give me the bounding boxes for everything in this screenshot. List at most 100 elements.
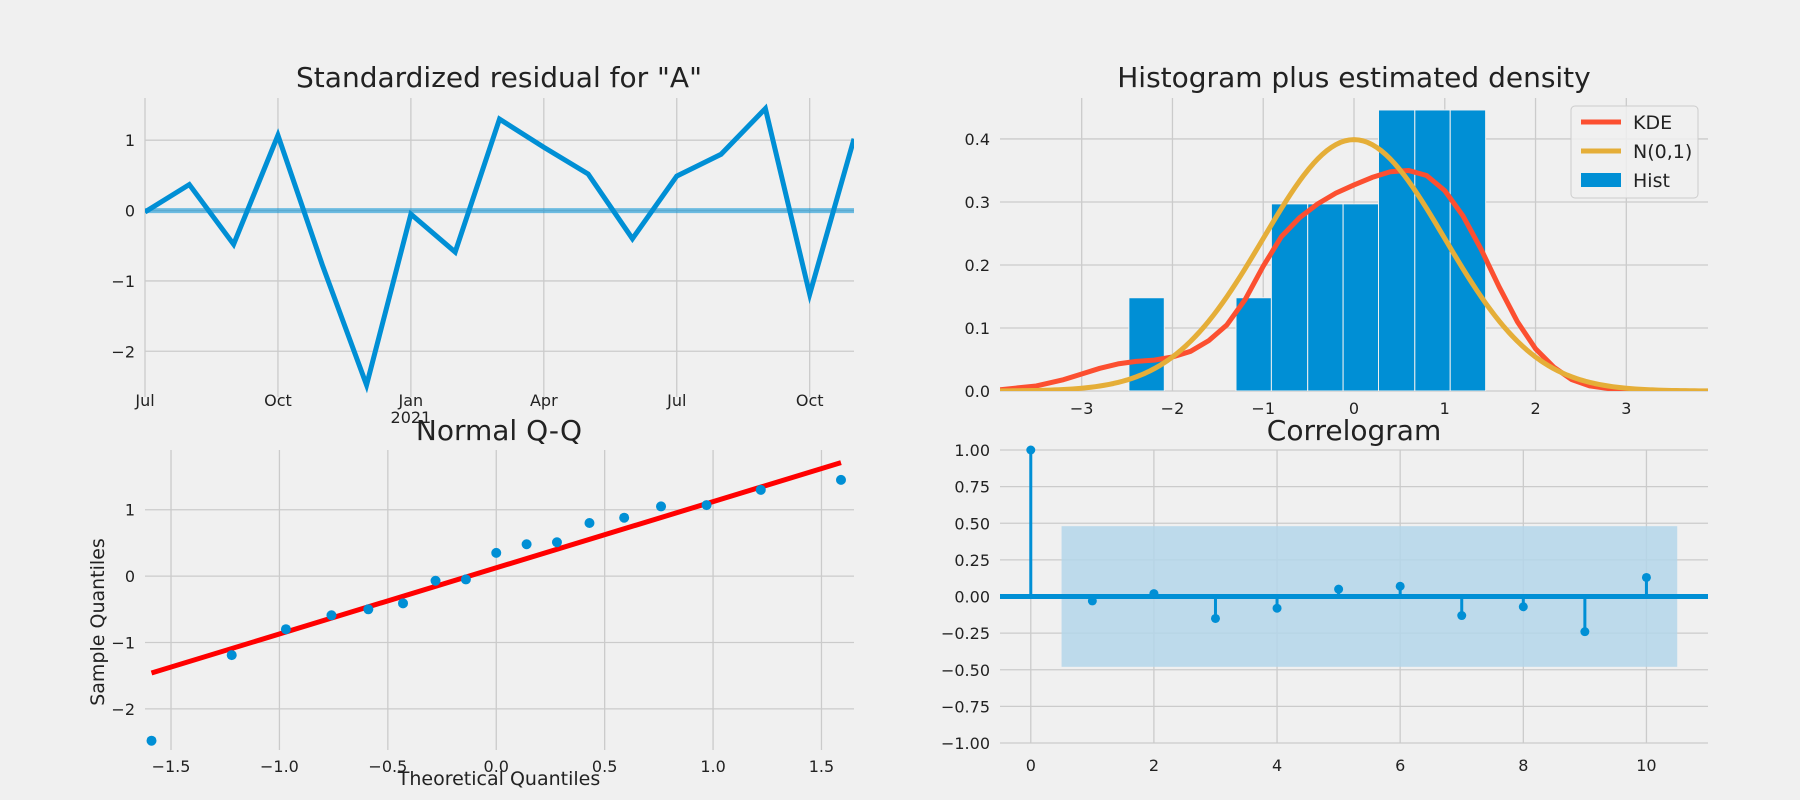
qq-xtick-label: −1.0: [260, 757, 299, 776]
qq-point: [326, 610, 337, 621]
hist-legend: KDE N(0,1) Hist: [1570, 105, 1699, 199]
qq-point: [491, 547, 502, 558]
acf-xtick-label: 6: [1395, 756, 1405, 775]
acf-marker: [1580, 627, 1590, 637]
resid-xtick-label: Jul: [666, 391, 686, 410]
hist-xtick-label: −1: [1251, 399, 1275, 418]
acf-ytick-label: −0.75: [941, 697, 990, 716]
legend-label: N(0,1): [1633, 141, 1692, 163]
resid-xtick-sublabel: 2021: [391, 408, 432, 427]
legend-label: KDE: [1633, 112, 1672, 134]
qq-point: [460, 574, 471, 585]
hist-xtick-label: 3: [1621, 399, 1631, 418]
correlogram-panel: Correlogram 1.00 0.75 0.50 0.25 0.00 −0.25 −0.…: [941, 414, 1708, 775]
hist-ytick-label: 0.1: [965, 319, 990, 338]
hist-ytick-label: 0.0: [965, 382, 990, 401]
acf-marker: [1272, 603, 1282, 613]
qq-point: [551, 537, 562, 548]
acf-marker: [1026, 445, 1036, 455]
hist-xtick-label: 1: [1440, 399, 1450, 418]
acf-marker: [1334, 584, 1344, 594]
qq-point: [226, 650, 237, 661]
acf-ytick-label: 0.25: [954, 551, 990, 570]
resid-plot-area: [145, 103, 854, 394]
qq-point: [701, 500, 712, 511]
qq-panel: Normal Q-Q Theoretical Quantiles Sample …: [87, 414, 854, 790]
acf-marker: [1641, 572, 1651, 582]
resid-xtick-label: Oct: [264, 391, 292, 410]
qq-point: [146, 735, 157, 746]
acf-marker: [1395, 581, 1405, 591]
qq-title: Normal Q-Q: [416, 414, 582, 447]
qq-xtick-label: 0.5: [592, 757, 617, 776]
acf-ytick-label: 0.00: [954, 588, 990, 607]
kde-line: [1000, 167, 1708, 391]
qq-ytick-label: −2: [111, 700, 135, 719]
resid-xtick-label: Apr: [530, 391, 558, 410]
resid-ytick-label: 1: [125, 131, 135, 150]
hist-ytick-label: 0.4: [965, 130, 990, 149]
hist-ytick-label: 0.3: [965, 193, 990, 212]
acf-xtick-label: 8: [1518, 756, 1528, 775]
qq-point: [584, 518, 595, 529]
acf-ytick-label: −0.50: [941, 661, 990, 680]
qq-ytick-label: 0: [125, 567, 135, 586]
histogram-panel: Histogram plus estimated density 0.0 0.1 0…: [965, 61, 1708, 418]
acf-marker: [1210, 613, 1220, 623]
qq-xlabel: Theoretical Quantiles: [397, 768, 600, 790]
acf-xtick-label: 10: [1636, 756, 1656, 775]
acf-ytick-label: 1.00: [954, 441, 990, 460]
hist-plot-area: [1000, 109, 1708, 391]
correlogram-title: Correlogram: [1267, 414, 1441, 447]
residual-panel: Standardized residual for "A" 1 0 −1 −2 Jul O…: [111, 61, 854, 427]
resid-xtick-label: Jan: [398, 391, 424, 410]
qq-point: [363, 604, 374, 615]
qq-plot-area: [146, 460, 846, 746]
acf-marker: [1518, 602, 1528, 612]
qq-point: [280, 624, 291, 635]
hist-ytick-label: 0.2: [965, 256, 990, 275]
resid-series-line: [145, 103, 854, 394]
qq-xtick-label: 1.5: [809, 757, 834, 776]
qq-ytick-label: −1: [111, 633, 135, 652]
qq-ytick-label: 1: [125, 501, 135, 520]
hist-bar: [1270, 203, 1309, 391]
qq-xtick-label: −0.5: [368, 757, 407, 776]
residual-title: Standardized residual for "A": [296, 61, 702, 94]
hist-xtick-label: 0: [1349, 399, 1359, 418]
acf-marker: [1149, 589, 1159, 599]
acf-ytick-label: 0.50: [954, 514, 990, 533]
qq-xtick-label: 1.0: [700, 757, 725, 776]
acf-xtick-label: 2: [1149, 756, 1159, 775]
qq-point: [755, 484, 766, 495]
acf-marker: [1087, 596, 1097, 606]
hist-xtick-label: −3: [1070, 399, 1094, 418]
resid-xtick-label: Jul: [134, 391, 154, 410]
hist-bar: [1414, 109, 1451, 391]
resid-ytick-label: −2: [111, 342, 135, 361]
hist-bar: [1342, 203, 1380, 391]
qq-xtick-label: −1.5: [152, 757, 191, 776]
acf-ytick-label: −1.00: [941, 734, 990, 753]
hist-bar: [1307, 203, 1344, 391]
qq-point: [656, 501, 667, 512]
qq-point: [430, 575, 441, 586]
acf-marker: [1457, 611, 1467, 621]
qq-point: [521, 539, 532, 550]
histogram-title: Histogram plus estimated density: [1117, 61, 1590, 94]
hist-xtick-label: −2: [1161, 399, 1185, 418]
hist-xtick-label: 2: [1530, 399, 1540, 418]
acf-xtick-label: 4: [1272, 756, 1282, 775]
legend-label: Hist: [1633, 170, 1670, 192]
normal-density-line: [1000, 137, 1708, 391]
legend-swatch-patch: [1581, 173, 1621, 187]
qq-point: [619, 512, 630, 523]
resid-ytick-label: −1: [111, 272, 135, 291]
qq-ylabel: Sample Quantiles: [87, 538, 109, 706]
resid-ytick-label: 0: [125, 202, 135, 221]
acf-ytick-label: 0.75: [954, 478, 990, 497]
acf-ytick-label: −0.25: [941, 624, 990, 643]
acf-xtick-label: 0: [1026, 756, 1036, 775]
qq-xtick-label: 0.0: [484, 757, 509, 776]
